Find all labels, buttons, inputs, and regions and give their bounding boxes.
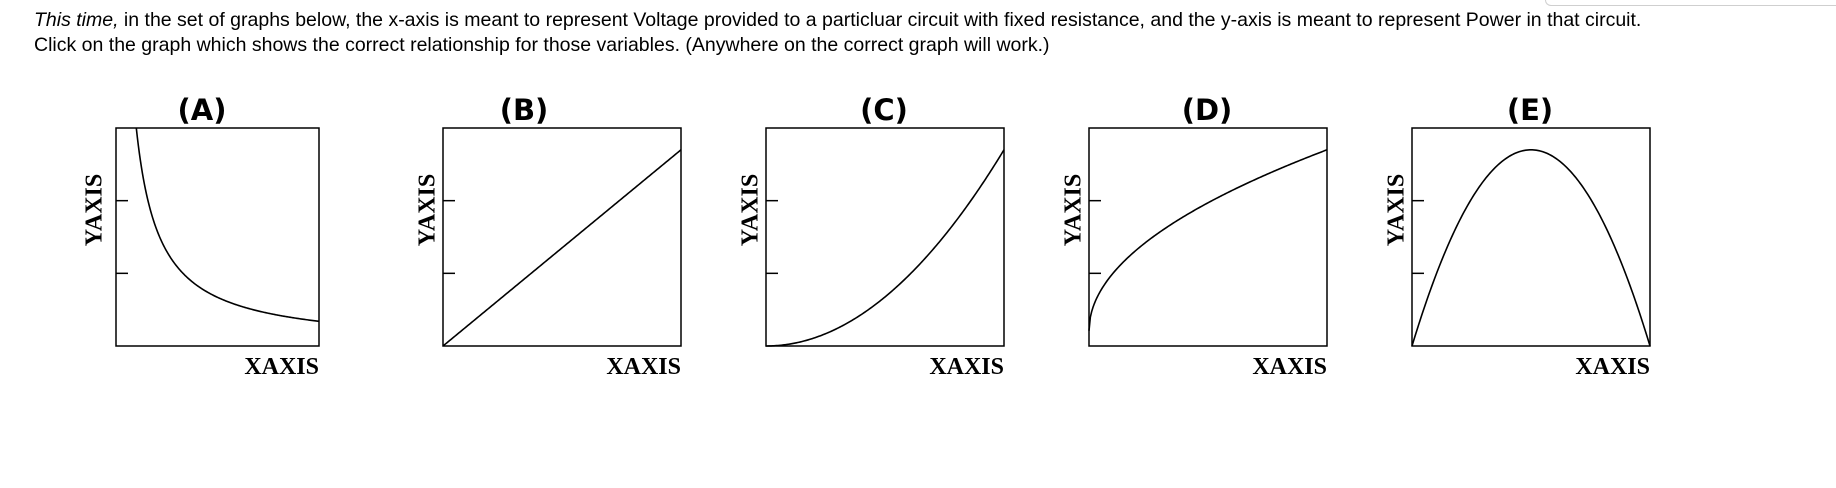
graph-c-x-axis-label: XAXIS [929, 354, 1004, 380]
graph-b-plot: (B) YAXIS XAXIS [415, 93, 682, 380]
graph-a-x-axis-label: XAXIS [244, 354, 319, 380]
window-corner-frame [1545, 0, 1836, 6]
graph-d-label: (D) [1182, 93, 1233, 127]
graph-choices: (A) YAXIS XAXIS (B) YAXIS XAXIS (C) YAXI… [0, 93, 1836, 460]
graph-choice-a[interactable]: (A) YAXIS XAXIS [80, 93, 380, 460]
graph-c-plot: (C) YAXIS XAXIS [738, 93, 1005, 380]
graph-a-label: (A) [178, 93, 227, 127]
graph-d-curve [1088, 149, 1328, 331]
graph-e-y-axis-label: YAXIS [1384, 174, 1410, 246]
graph-e-y-ticks [1412, 199, 1424, 275]
graph-b-frame [442, 127, 682, 347]
graph-d-x-axis-label: XAXIS [1252, 354, 1327, 380]
graph-a-curve [135, 127, 320, 323]
graph-b-label: (B) [500, 93, 549, 127]
graph-e-label: (E) [1507, 93, 1553, 127]
graph-d-plot: (D) YAXIS XAXIS [1061, 93, 1328, 380]
graph-d-frame [1088, 127, 1328, 347]
graph-a-plot: (A) YAXIS XAXIS [82, 93, 320, 380]
question-text: This time, in the set of graphs below, t… [34, 8, 1794, 58]
graph-c-frame [765, 127, 1005, 347]
graph-e-curve [1411, 148, 1651, 347]
question-line-2: Click on the graph which shows the corre… [34, 34, 1050, 56]
graph-choice-d[interactable]: (D) YAXIS XAXIS [1049, 93, 1349, 460]
graph-c-y-ticks [766, 199, 778, 275]
graph-d-y-axis-label: YAXIS [1061, 174, 1087, 246]
graph-choice-e[interactable]: (E) YAXIS XAXIS [1372, 93, 1672, 460]
graph-a-frame [115, 127, 320, 347]
graph-b-x-axis-label: XAXIS [606, 354, 681, 380]
graph-b-y-axis-label: YAXIS [415, 174, 441, 246]
graph-a-y-ticks [116, 199, 128, 275]
graph-c-y-axis-label: YAXIS [738, 174, 764, 246]
question-lead: This time, [34, 9, 119, 31]
graph-a-y-axis-label: YAXIS [82, 174, 108, 246]
graph-c-label: (C) [860, 93, 908, 127]
graph-e-frame [1411, 127, 1651, 347]
graph-choice-b[interactable]: (B) YAXIS XAXIS [403, 93, 703, 460]
graph-b-curve [442, 149, 682, 347]
graph-e-plot: (E) YAXIS XAXIS [1384, 93, 1651, 380]
graph-choice-c[interactable]: (C) YAXIS XAXIS [726, 93, 1026, 460]
graph-b-y-ticks [443, 199, 455, 275]
graph-c-curve [765, 149, 1005, 347]
graph-d-y-ticks [1089, 199, 1101, 275]
graph-e-x-axis-label: XAXIS [1575, 354, 1650, 380]
question-line-1: This time, in the set of graphs below, t… [34, 8, 1794, 33]
question-line-1-text: in the set of graphs below, the x-axis i… [118, 9, 1642, 31]
